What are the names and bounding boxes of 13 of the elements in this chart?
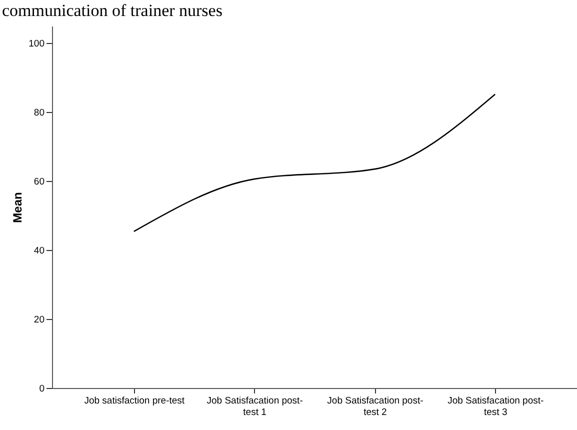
x-tick-label: Job satisfaction pre-test xyxy=(84,396,185,406)
y-tick-label: 0 xyxy=(39,384,44,394)
chart-title: communication of trainer nurses xyxy=(2,1,222,20)
y-tick-label: 100 xyxy=(28,38,44,50)
y-tick-label: 20 xyxy=(34,314,44,326)
x-tick-label: Job Satisfacation post-test 1 xyxy=(206,396,303,418)
y-axis-title: Mean xyxy=(10,192,25,223)
y-tick-label: 40 xyxy=(34,246,44,257)
line-series xyxy=(133,94,496,232)
y-tick-label: 80 xyxy=(34,108,44,119)
y-tick-label: 60 xyxy=(34,176,44,188)
x-tick-label: Job Satisfacation post-test 3 xyxy=(448,396,544,418)
x-tick-label: Job Satisfacation post-test 2 xyxy=(327,396,424,418)
